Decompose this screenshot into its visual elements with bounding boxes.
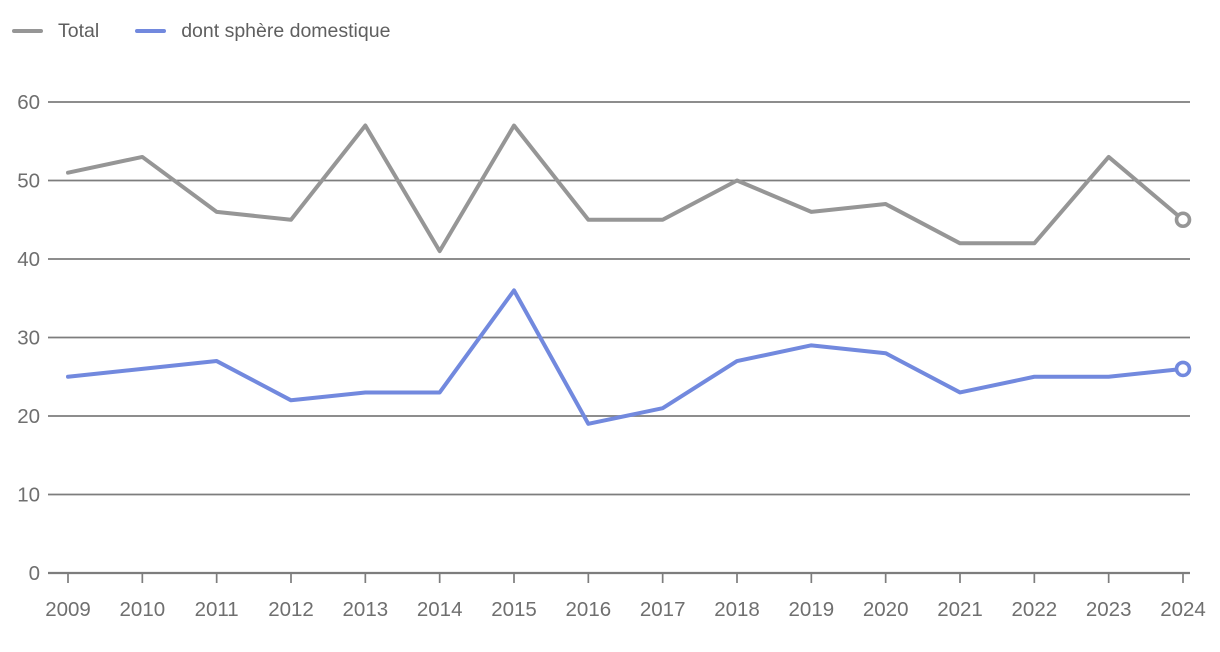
x-tick-label: 2012 — [268, 598, 314, 621]
legend-item-domestique: dont sphère domestique — [135, 20, 390, 43]
x-tick-label: 2015 — [491, 598, 537, 621]
x-tick-label: 2013 — [343, 598, 389, 621]
legend-label-total: Total — [58, 19, 100, 42]
legend: Total dont sphère domestique — [0, 0, 1220, 43]
y-gridlines — [48, 101, 1190, 575]
legend-label-domestique: dont sphère domestique — [181, 19, 391, 42]
end-marker-0 — [1174, 211, 1192, 229]
x-tick-label: 2009 — [45, 598, 91, 621]
y-tick-label: 10 — [17, 484, 40, 507]
legend-swatch-domestique-icon — [135, 29, 167, 33]
x-tick-label: 2011 — [195, 598, 239, 621]
x-tick-label: 2016 — [566, 598, 612, 621]
end-marker-1 — [1174, 360, 1192, 378]
x-tick-label: 2019 — [789, 598, 835, 621]
x-tick-label: 2020 — [863, 598, 909, 621]
x-tick-label: 2021 — [937, 598, 983, 621]
x-tick-label: 2023 — [1086, 598, 1132, 621]
x-tick-label: 2018 — [714, 598, 760, 621]
y-tick-label: 40 — [17, 248, 40, 271]
y-tick-label: 50 — [17, 170, 40, 193]
x-tick-label: 2022 — [1012, 598, 1058, 621]
y-tick-label: 60 — [17, 91, 40, 114]
y-tick-label: 0 — [29, 562, 40, 585]
x-tick-label: 2017 — [640, 598, 686, 621]
series-line-0 — [66, 123, 1185, 254]
y-tick-label: 20 — [17, 405, 40, 428]
legend-item-total: Total — [12, 20, 99, 43]
x-tick-label: 2024 — [1160, 598, 1206, 621]
y-tick-label: 30 — [17, 327, 40, 350]
series-line-1 — [66, 288, 1185, 426]
y-tick-labels: 0 10 20 30 40 50 60 — [17, 91, 40, 585]
x-tick-label: 2014 — [417, 598, 463, 621]
legend-swatch-total-icon — [12, 29, 43, 33]
line-chart: 0 10 20 30 40 50 60 2009 2010 2011 2012 2013 2014 201… — [17, 91, 1206, 621]
x-axis: 2009 2010 2011 2012 2013 2014 2015 2016 2017 2018… — [45, 573, 1206, 621]
x-tick-label: 2010 — [120, 598, 166, 621]
